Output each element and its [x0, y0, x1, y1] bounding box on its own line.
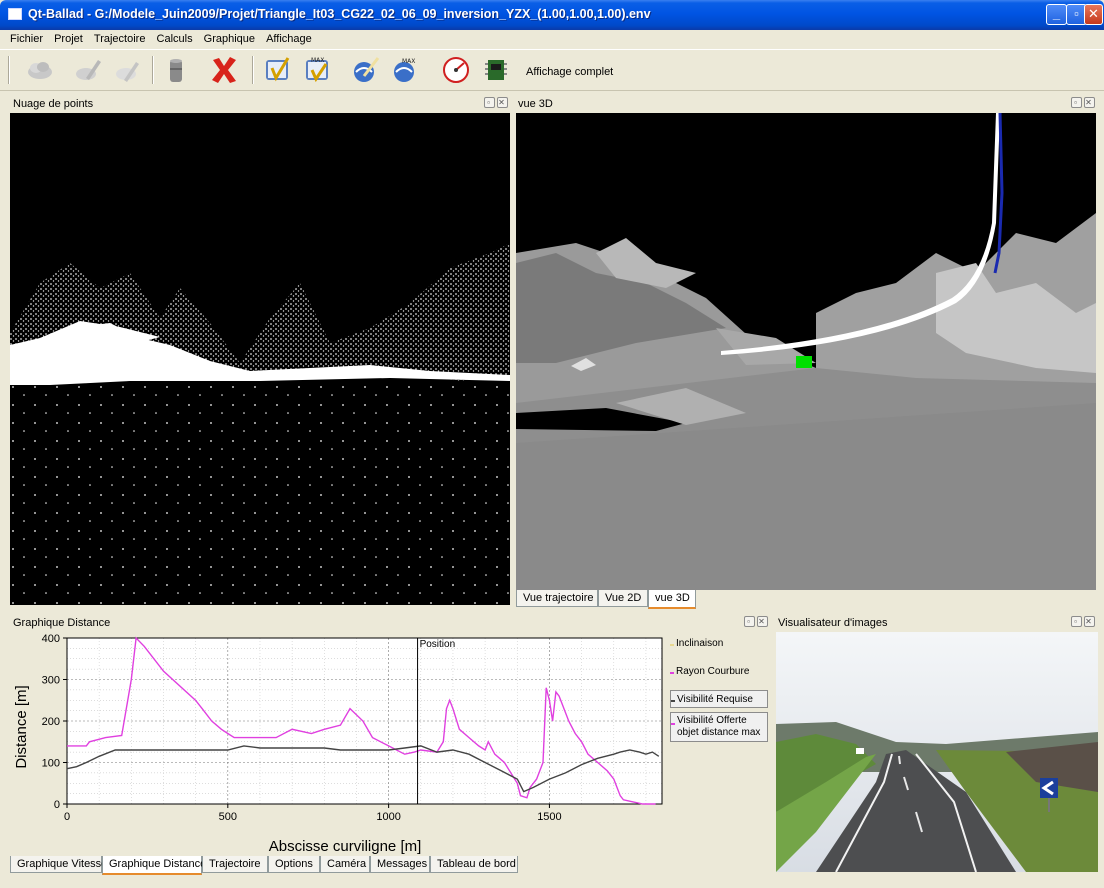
tab-trajectoire[interactable]: Trajectoire [202, 856, 268, 873]
app-icon [8, 8, 22, 20]
y-tick-label: 0 [54, 799, 60, 811]
toolbar-separator [252, 56, 254, 84]
tab-tableau-de-bord[interactable]: Tableau de bord [430, 856, 518, 873]
tab-graphique-distance[interactable]: Graphique Distance [102, 856, 206, 875]
y-tick-label: 100 [42, 758, 60, 770]
view3d-title-text: vue 3D [518, 98, 553, 110]
tab-messages[interactable]: Messages [370, 856, 430, 873]
chart-position-marker: Position [417, 638, 456, 804]
legend-visibilite-offerte-label: Visibilité Offerte objet distance max [677, 715, 761, 738]
chart-legend: Inclinaison Rayon Courbure Visibilité Re… [670, 638, 770, 778]
y-tick-label: 300 [42, 675, 60, 687]
tab-graphique-vitesse[interactable]: Graphique Vitesse [10, 856, 107, 873]
distance-chart[interactable]: 0 100 200 300 400 0 500 1000 1500 Position Absci… [10, 632, 770, 855]
float-icon[interactable]: ▫ [1071, 616, 1082, 627]
pen-ghost-icon[interactable] [72, 54, 104, 86]
title-bar[interactable]: Qt-Ballad - G:/Modele_Juin2009/Projet/Tr… [0, 0, 1104, 30]
delete-icon[interactable] [208, 54, 240, 86]
barrel-icon[interactable] [160, 54, 192, 86]
close-icon[interactable]: ✕ [1084, 616, 1095, 627]
view-tabs: Vue trajectoire Vue 2D vue 3D [516, 590, 1096, 609]
y-tick-label: 400 [42, 633, 60, 645]
tab-vue-3d[interactable]: vue 3D [648, 590, 696, 609]
toolbar-separator [152, 56, 154, 84]
point-cloud-render [10, 243, 510, 605]
visibility-icon[interactable] [262, 54, 294, 86]
chart-axes: 0 100 200 300 400 0 500 1000 1500 [42, 633, 663, 823]
legend-visibilite-requise-label: Visibilité Requise [677, 694, 753, 705]
x-tick-label: 0 [64, 811, 70, 823]
close-icon[interactable]: ✕ [497, 97, 508, 108]
close-button[interactable]: ✕ [1084, 4, 1103, 25]
cloud-icon[interactable] [24, 54, 56, 86]
window-title: Qt-Ballad - G:/Modele_Juin2009/Projet/Tr… [28, 7, 651, 21]
tab-vue-trajectoire[interactable]: Vue trajectoire [516, 590, 598, 607]
x-axis-label: Abscisse curviligne [m] [269, 838, 422, 854]
menu-calculs[interactable]: Calculs [156, 33, 193, 45]
tab-vue-2d[interactable]: Vue 2D [598, 590, 648, 607]
toolbar-handle[interactable] [8, 56, 10, 84]
svg-text:MAX: MAX [311, 57, 324, 64]
legend-rayon-label: Rayon Courbure [676, 666, 750, 677]
close-icon[interactable]: ✕ [757, 616, 768, 627]
x-tick-label: 500 [219, 811, 237, 823]
legend-visibilite-requise[interactable]: Visibilité Requise [670, 690, 768, 708]
legend-visibilite-offerte[interactable]: Visibilité Offerte objet distance max [670, 712, 768, 742]
menu-trajectoire[interactable]: Trajectoire [93, 33, 146, 45]
distance-panel-title: Graphique Distance ▫ ✕ [10, 614, 770, 632]
point-cloud-view[interactable] [10, 113, 510, 605]
svg-text:MAX: MAX [402, 58, 415, 65]
menu-affichage[interactable]: Affichage [266, 33, 312, 45]
menu-projet[interactable]: Projet [54, 33, 83, 45]
legend-inclinaison[interactable]: Inclinaison [670, 638, 723, 652]
point-cloud-panel-title: Nuage de points ▫ ✕ [10, 95, 510, 113]
chart-grid [66, 637, 662, 805]
tab-options[interactable]: Options [268, 856, 320, 873]
speedometer-icon[interactable] [440, 54, 472, 86]
globe-pen-icon[interactable] [350, 54, 382, 86]
chip-icon[interactable] [480, 54, 512, 86]
point-cloud-title-text: Nuage de points [13, 98, 94, 110]
globe-max-icon[interactable]: MAX [390, 54, 422, 86]
series-line-visibilit-requise [66, 745, 660, 793]
distance-title-text: Graphique Distance [13, 617, 111, 629]
x-tick-label: 1500 [537, 811, 561, 823]
distance-chart-area: 0 100 200 300 400 0 500 1000 1500 Position Absci… [10, 632, 770, 855]
legend-inclinaison-label: Inclinaison [676, 638, 724, 649]
bottom-tabs: Graphique Vitesse Graphique Distance Tra… [10, 856, 770, 875]
image-viewer-panel-title: Visualisateur d'images ▫ ✕ [775, 614, 1097, 632]
minimize-button[interactable]: _ [1046, 4, 1067, 25]
y-axis-label: Distance [m] [13, 685, 30, 768]
menu-graphique[interactable]: Graphique [203, 33, 256, 45]
chart-series [66, 636, 660, 805]
view3d-render[interactable] [516, 113, 1096, 590]
toolbar: MAX MAX Affichage complet [0, 49, 1104, 91]
float-icon[interactable]: ▫ [744, 616, 755, 627]
tab-camera[interactable]: Caméra [320, 856, 370, 873]
visibility-max-icon[interactable]: MAX [302, 54, 334, 86]
y-tick-label: 200 [42, 716, 60, 728]
image-viewer-title-text: Visualisateur d'images [778, 617, 888, 629]
menu-bar: Fichier Projet Trajectoire Calculs Graph… [0, 30, 1104, 49]
float-icon[interactable]: ▫ [1071, 97, 1082, 108]
position-label: Position [420, 639, 456, 650]
view3d-panel-title: vue 3D ▫ ✕ [515, 95, 1097, 113]
float-icon[interactable]: ▫ [484, 97, 495, 108]
menu-fichier[interactable]: Fichier [10, 33, 44, 45]
pen-ghost-2-icon[interactable] [112, 54, 144, 86]
affichage-complet-label[interactable]: Affichage complet [526, 66, 614, 78]
x-tick-label: 1000 [376, 811, 400, 823]
road-camera-image[interactable] [776, 632, 1098, 872]
close-icon[interactable]: ✕ [1084, 97, 1095, 108]
legend-rayon-courbure[interactable]: Rayon Courbure [670, 666, 749, 680]
series-line-rayon-courbure [67, 636, 656, 805]
